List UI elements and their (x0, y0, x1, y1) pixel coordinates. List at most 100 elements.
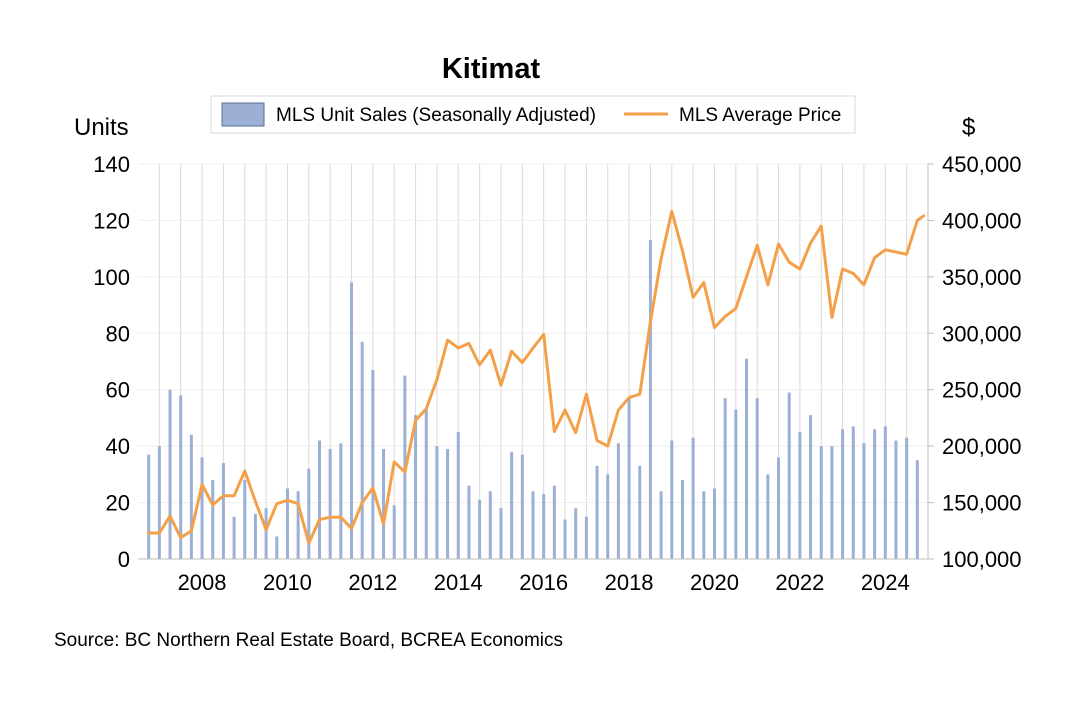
bar-series (147, 240, 919, 559)
right-tick-label: 200,000 (942, 434, 1022, 459)
price-line (147, 209, 926, 545)
bar (179, 395, 183, 559)
left-tick-label: 120 (93, 208, 130, 233)
legend-bar-label: MLS Unit Sales (Seasonally Adjusted) (276, 105, 596, 126)
bar (467, 485, 471, 559)
bar (755, 398, 759, 559)
bar (221, 463, 225, 559)
right-tick-label: 450,000 (942, 152, 1022, 177)
bar (189, 434, 193, 559)
bar (627, 398, 631, 559)
bar (552, 485, 556, 559)
x-tick-label: 2010 (263, 570, 312, 595)
bar (766, 474, 770, 559)
bar (616, 443, 620, 559)
bar (819, 446, 823, 559)
left-tick-label: 60 (106, 378, 130, 403)
bar (680, 480, 684, 559)
x-tick-label: 2014 (434, 570, 483, 595)
bar (264, 508, 268, 559)
bar (873, 429, 877, 559)
left-tick-label: 20 (106, 491, 130, 516)
bar (371, 369, 375, 559)
bar (809, 415, 813, 559)
bar (296, 491, 300, 559)
x-tick-label: 2012 (348, 570, 397, 595)
bar (456, 432, 460, 559)
bar (830, 446, 834, 559)
bar (157, 446, 161, 559)
bar (542, 494, 546, 559)
bar (606, 474, 610, 559)
bar (360, 341, 364, 559)
bar (339, 443, 343, 559)
bar (382, 448, 386, 559)
left-tick-label: 0 (118, 547, 130, 572)
bar (702, 491, 706, 559)
bar (659, 491, 663, 559)
x-tick-label: 2020 (690, 570, 739, 595)
bar (520, 454, 524, 559)
bar (446, 448, 450, 559)
bar (253, 513, 257, 559)
bar (638, 465, 642, 559)
left-tick-label: 80 (106, 321, 130, 346)
bar (275, 536, 279, 559)
legend-frame (210, 95, 856, 134)
bar (915, 460, 919, 559)
right-tick-label: 250,000 (942, 378, 1022, 403)
right-tick-label: 150,000 (942, 491, 1022, 516)
bar (723, 398, 727, 559)
bar (307, 468, 311, 559)
bar (499, 508, 503, 559)
bar (670, 440, 674, 559)
bar (648, 240, 652, 559)
bar (691, 437, 695, 559)
bar (883, 426, 887, 559)
right-axis-label: $ (962, 114, 975, 141)
bar (777, 457, 781, 559)
bar (798, 432, 802, 559)
bar (478, 499, 482, 559)
x-tick-label: 2008 (178, 570, 227, 595)
bar (392, 505, 396, 559)
bar (563, 519, 567, 559)
bar (488, 491, 492, 559)
bar (531, 491, 535, 559)
bar (734, 409, 738, 559)
bar (862, 443, 866, 559)
bar (211, 480, 215, 559)
chart-title: Kitimat (442, 53, 541, 85)
bar (168, 389, 172, 559)
left-tick-label: 100 (93, 265, 130, 290)
legend-bar-swatch (221, 102, 265, 127)
bar (435, 446, 439, 559)
bar (841, 429, 845, 559)
x-tick-label: 2016 (519, 570, 568, 595)
line-series (147, 209, 926, 545)
bar (414, 415, 418, 559)
bar (905, 437, 909, 559)
bar (712, 488, 716, 559)
legend: MLS Unit Sales (Seasonally Adjusted) MLS… (210, 95, 856, 134)
bar (787, 392, 791, 559)
right-tick-label: 100,000 (942, 547, 1022, 572)
left-tick-label: 140 (93, 152, 130, 177)
right-tick-label: 300,000 (942, 321, 1022, 346)
axes: 0 20 40 60 80 100 120 140 100,000 150,000 200,000 2… (93, 152, 1021, 595)
left-tick-label: 40 (106, 434, 130, 459)
bar (232, 516, 236, 559)
bar (350, 282, 354, 559)
bar (894, 440, 898, 559)
bar (317, 440, 321, 559)
x-tick-label: 2024 (861, 570, 910, 595)
legend-line-label: MLS Average Price (679, 105, 841, 126)
source-note: Source: BC Northern Real Estate Board, B… (54, 630, 563, 651)
bar (200, 457, 204, 559)
right-tick-label: 350,000 (942, 265, 1022, 290)
right-tick-label: 400,000 (942, 208, 1022, 233)
x-tick-label: 2018 (605, 570, 654, 595)
bar (424, 409, 428, 559)
